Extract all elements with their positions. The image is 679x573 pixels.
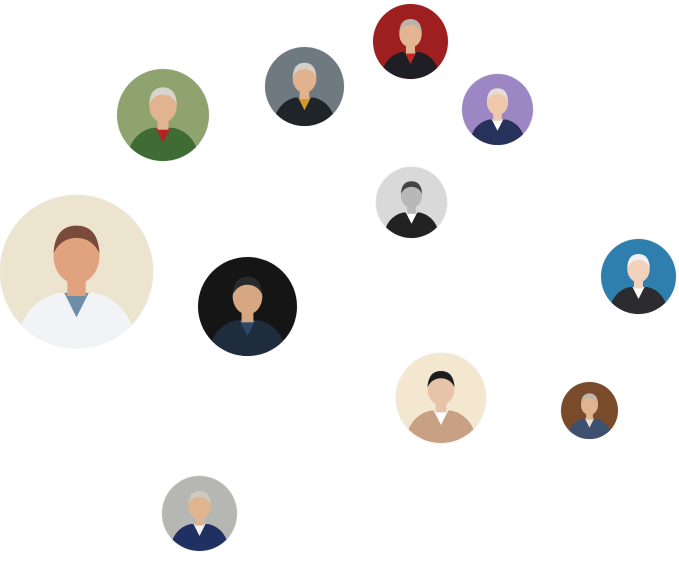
- portrait-5[interactable]: [376, 167, 447, 238]
- portrait-neck: [406, 44, 415, 54]
- portrait-suit-grey-bg-icon: [265, 47, 344, 126]
- portrait-shoulders: [207, 320, 288, 356]
- portrait-face: [627, 255, 650, 283]
- portrait-neck: [157, 118, 169, 130]
- portrait-shoulders: [380, 52, 441, 79]
- portrait-hair: [188, 491, 211, 505]
- portrait-neck: [299, 89, 310, 100]
- portrait-hair: [149, 87, 177, 104]
- portrait-11[interactable]: [162, 476, 237, 551]
- portrait-glasses-sepia-icon: [396, 353, 486, 443]
- portrait-face: [580, 394, 599, 416]
- portrait-face: [53, 228, 100, 284]
- portrait-collar: [433, 410, 449, 425]
- portrait-hair: [400, 181, 423, 194]
- portrait-hair: [232, 276, 263, 295]
- portrait-neck: [195, 516, 204, 526]
- portrait-hair: [292, 62, 317, 78]
- portrait-red-backdrop-icon: [373, 4, 448, 79]
- portrait-collar: [632, 287, 645, 299]
- portrait-collar: [298, 97, 311, 111]
- portrait-shoulders: [608, 287, 669, 314]
- portrait-neck: [634, 279, 643, 289]
- portrait-face: [188, 492, 211, 520]
- portrait-hair: [427, 371, 455, 388]
- portrait-collar: [404, 52, 417, 64]
- portrait-shoulders: [126, 127, 200, 161]
- portrait-shoulders: [383, 212, 440, 238]
- portrait-hair: [53, 225, 100, 254]
- portrait-glasses-blue-bg-icon: [601, 239, 676, 314]
- portrait-7[interactable]: [198, 257, 297, 356]
- portrait-face: [149, 89, 177, 123]
- portrait-dark-bg-icon: [198, 257, 297, 356]
- portrait-neck: [407, 205, 416, 214]
- portrait-neck: [435, 401, 447, 413]
- portrait-shoulders: [566, 418, 613, 439]
- portrait-shoulders: [15, 292, 138, 348]
- portrait-1[interactable]: [117, 69, 209, 161]
- portrait-collar: [64, 292, 89, 318]
- portrait-neck: [493, 112, 502, 121]
- portrait-10[interactable]: [561, 382, 618, 439]
- portrait-3[interactable]: [373, 4, 448, 79]
- portrait-collar: [193, 524, 206, 536]
- portrait-shoulders: [169, 524, 230, 551]
- portrait-face: [292, 64, 317, 93]
- portrait-neck: [241, 310, 254, 323]
- portrait-face: [427, 372, 455, 406]
- portrait-face: [400, 182, 423, 209]
- portrait-collar: [491, 119, 504, 131]
- portrait-neck: [586, 412, 593, 420]
- portrait-hair: [399, 19, 422, 33]
- portrait-hair: [580, 393, 599, 404]
- portrait-military-uniform-icon: [117, 69, 209, 161]
- portrait-collar: [239, 320, 256, 337]
- portrait-4[interactable]: [462, 74, 533, 145]
- portrait-purple-bg-icon: [462, 74, 533, 145]
- portrait-9[interactable]: [396, 353, 486, 443]
- portrait-shoulders: [272, 97, 337, 126]
- portrait-reading-icon: [162, 476, 237, 551]
- portrait-hair: [627, 254, 650, 268]
- portrait-black-white-icon: [376, 167, 447, 238]
- portrait-shoulders: [405, 410, 477, 443]
- portrait-2[interactable]: [265, 47, 344, 126]
- portrait-face: [399, 20, 422, 48]
- portrait-hair: [486, 88, 509, 101]
- portrait-collar: [584, 418, 595, 428]
- portrait-face: [232, 278, 263, 315]
- portrait-6[interactable]: [0, 195, 153, 348]
- portrait-shoulders: [469, 119, 526, 145]
- portrait-collar: [155, 127, 171, 143]
- portrait-face: [486, 89, 509, 116]
- portrait-office-desk-icon: [561, 382, 618, 439]
- portrait-collar: [405, 212, 418, 224]
- portrait-8[interactable]: [601, 239, 676, 314]
- portrait-chalkboard-icon: [0, 195, 153, 348]
